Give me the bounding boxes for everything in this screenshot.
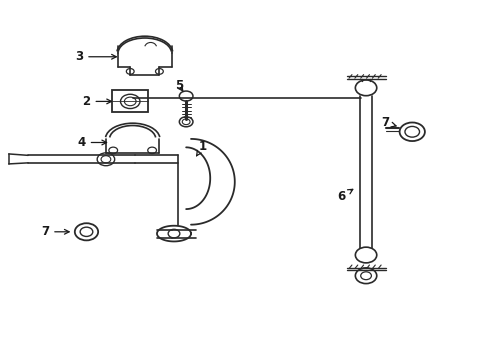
Text: 3: 3 <box>75 50 116 63</box>
Text: 7: 7 <box>41 225 69 238</box>
Text: 5: 5 <box>174 79 183 92</box>
Text: 2: 2 <box>82 95 111 108</box>
Text: 4: 4 <box>77 136 106 149</box>
Text: 1: 1 <box>196 140 207 156</box>
Text: 6: 6 <box>337 189 352 203</box>
Text: 7: 7 <box>381 116 395 129</box>
